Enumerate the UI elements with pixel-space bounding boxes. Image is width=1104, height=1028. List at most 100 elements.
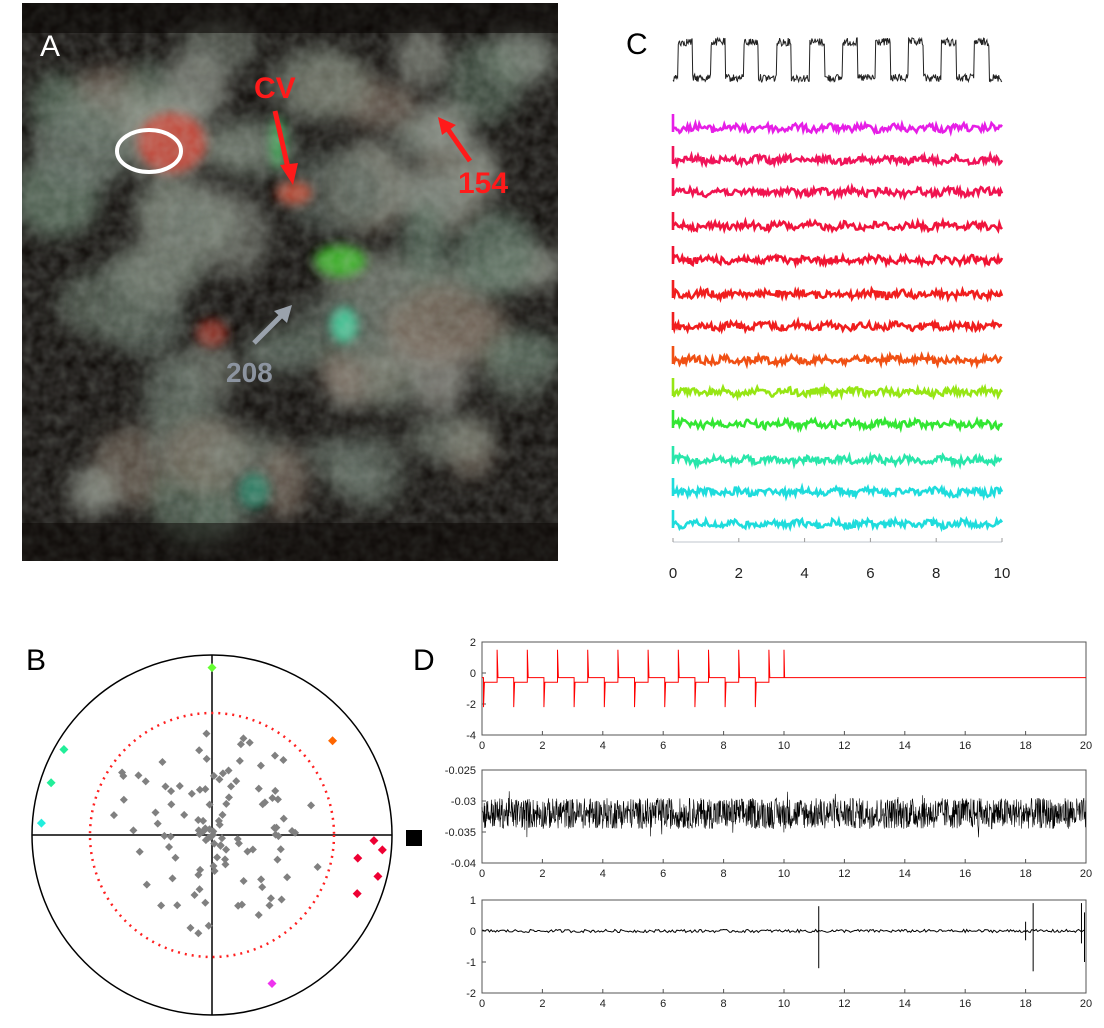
- x-tick-label: 10: [994, 565, 1011, 582]
- x-tick-label: 14: [899, 740, 911, 752]
- response-traces: [671, 114, 1004, 533]
- x-tick-label: 0: [669, 565, 677, 582]
- x-tick-label: 0: [479, 868, 485, 880]
- response-trace: [671, 515, 1004, 533]
- phase-point: [239, 734, 248, 743]
- phase-point: [166, 832, 175, 841]
- x-tick-label: 12: [838, 998, 850, 1010]
- x-tick-label: 18: [1019, 740, 1031, 752]
- x-axis: 0 2 4 6 8 10: [669, 538, 1011, 582]
- stimulus-trace: [672, 36, 1003, 84]
- phase-point: [271, 830, 280, 839]
- x-tick-label: 20: [1080, 868, 1092, 880]
- y-tick-label: -0.025: [445, 765, 476, 777]
- phase-point: [235, 756, 244, 765]
- y-tick-label: -0.035: [445, 827, 476, 839]
- phase-point: [161, 782, 170, 791]
- micrograph-image: CV 154 208: [22, 3, 558, 561]
- phase-point: [134, 771, 143, 780]
- phase-point: [270, 751, 279, 760]
- response-trace: [671, 285, 1004, 303]
- y-tick-label: -4: [466, 730, 476, 742]
- phase-point: [205, 800, 214, 809]
- phase-point: [209, 830, 218, 839]
- panel-label-a: A: [40, 30, 61, 63]
- phase-point: [248, 845, 257, 854]
- phase-point: [237, 900, 246, 909]
- y-tick-label: -0.03: [451, 796, 476, 808]
- y-tick-label: -1: [466, 957, 476, 969]
- plot-frame: [481, 899, 1087, 994]
- phase-point: [271, 786, 280, 795]
- x-tick-label: 4: [600, 998, 606, 1010]
- phase-point: [194, 826, 203, 835]
- response-trace: [672, 216, 1004, 235]
- x-tick-label: 6: [660, 998, 666, 1010]
- x-tick-label: 20: [1080, 998, 1092, 1010]
- phase-point: [186, 923, 195, 932]
- phase-point: [256, 761, 265, 770]
- phase-point: [195, 830, 204, 839]
- phase-point: [199, 816, 208, 825]
- phase-point: [142, 880, 151, 889]
- phase-point: [216, 841, 225, 850]
- y-tick-label: -2: [466, 699, 476, 711]
- x-tick-label: 6: [866, 565, 874, 582]
- panel-c-traces: 0 2 4 6 8 10: [669, 36, 1011, 582]
- x-tick-label: 16: [959, 740, 971, 752]
- response-trace: [672, 118, 1003, 137]
- phase-point: [221, 855, 230, 864]
- response-trace: [671, 451, 1003, 471]
- phase-point: [279, 756, 288, 765]
- x-tick-label: 16: [959, 998, 971, 1010]
- phase-point: [194, 870, 203, 879]
- x-tick-label: 10: [778, 998, 790, 1010]
- colored-points: [36, 663, 387, 989]
- phase-point: [313, 862, 322, 871]
- phase-point: [175, 781, 184, 790]
- phase-point: [209, 861, 218, 870]
- phase-point: [377, 845, 387, 855]
- phase-point: [258, 800, 267, 809]
- panel-label-d: D: [413, 644, 435, 677]
- arrow-154: [438, 117, 473, 163]
- phase-point: [239, 877, 248, 886]
- spike-baseline: [481, 928, 1085, 934]
- phase-point: [232, 777, 241, 786]
- phase-point: [258, 883, 267, 892]
- phase-point: [59, 745, 69, 754]
- label-154: 154: [458, 167, 508, 200]
- phase-point: [218, 769, 227, 778]
- phase-point: [195, 785, 204, 794]
- phase-point: [201, 898, 210, 907]
- phase-point: [118, 768, 127, 777]
- y-tick-label: -2: [466, 988, 476, 1000]
- phase-point: [215, 775, 224, 784]
- x-tick-label: 6: [660, 740, 666, 752]
- x-tick-label: 20: [1080, 740, 1092, 752]
- x-tick-label: 0: [479, 740, 485, 752]
- response-trace: [671, 482, 1004, 502]
- phase-point: [213, 853, 222, 862]
- phase-point: [46, 778, 56, 788]
- phase-point: [234, 839, 243, 848]
- phase-point: [210, 839, 219, 848]
- phase-point: [243, 847, 252, 856]
- phase-point: [234, 901, 243, 910]
- phase-point: [167, 787, 176, 796]
- roi-ellipse: [115, 128, 183, 174]
- x-tick-label: 14: [899, 998, 911, 1010]
- y-tick-label: -0.04: [451, 858, 476, 870]
- phase-point: [222, 845, 231, 854]
- phase-point: [167, 800, 176, 809]
- phase-point: [221, 860, 230, 869]
- phase-point: [215, 820, 224, 829]
- phase-point: [160, 831, 169, 840]
- panel-b-polar-plot: [31, 654, 422, 1016]
- phase-point: [272, 823, 281, 832]
- x-tick-label: 4: [600, 868, 606, 880]
- phase-point: [153, 819, 162, 828]
- phase-point: [273, 855, 282, 864]
- stimulus-signal: [482, 649, 1086, 708]
